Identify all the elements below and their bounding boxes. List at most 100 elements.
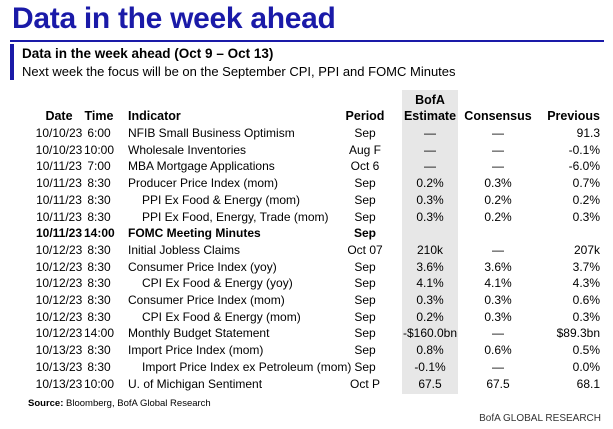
cell-bofa-estimate: -0.1% xyxy=(414,359,446,374)
cell-consensus: — xyxy=(492,159,504,174)
cell-indicator: Wholesale Inventories xyxy=(128,142,247,157)
cell-previous: 207k xyxy=(573,242,600,257)
cell-date: 10/13/23 xyxy=(35,343,83,358)
cell-previous: 0.7% xyxy=(572,176,600,191)
cell-indicator: Import Price Index (mom) xyxy=(128,343,264,358)
header-time: Time xyxy=(84,109,114,123)
cell-consensus: — xyxy=(492,326,504,341)
header-consensus: Consensus xyxy=(464,109,532,123)
cell-consensus: — xyxy=(492,242,504,257)
cell-time: 10:00 xyxy=(84,376,115,391)
cell-previous: 0.5% xyxy=(572,343,600,358)
cell-consensus: 0.3% xyxy=(484,309,512,324)
cell-indicator: Monthly Budget Statement xyxy=(128,326,270,341)
source-text: Bloomberg, BofA Global Research xyxy=(63,398,211,409)
cell-bofa-estimate: 0.3% xyxy=(416,192,444,207)
cell-date: 10/13/23 xyxy=(35,359,83,374)
cell-period: Sep xyxy=(354,343,376,358)
cell-previous: -6.0% xyxy=(568,159,600,174)
cell-indicator: MBA Mortgage Applications xyxy=(128,159,275,174)
bofa-estimate-column-shading xyxy=(402,90,458,394)
cell-time: 8:30 xyxy=(87,209,111,224)
cell-period: Sep xyxy=(354,209,376,224)
cell-date: 10/12/23 xyxy=(35,276,83,291)
cell-time: 8:30 xyxy=(87,242,111,257)
cell-consensus: 0.2% xyxy=(484,192,512,207)
cell-period: Sep xyxy=(354,259,376,274)
cell-time: 8:30 xyxy=(87,192,111,207)
cell-date: 10/11/23 xyxy=(35,226,83,241)
cell-time: 8:30 xyxy=(87,259,111,274)
cell-period: Sep xyxy=(354,293,376,307)
cell-period: Oct 6 xyxy=(350,159,380,174)
cell-period: Sep xyxy=(354,309,376,324)
cell-indicator: Consumer Price Index (yoy) xyxy=(128,259,277,274)
cell-indicator: NFIB Small Business Optimism xyxy=(128,126,295,140)
cell-indicator: PPI Ex Food, Energy, Trade (mom) xyxy=(142,209,329,224)
cell-time: 8:30 xyxy=(87,309,111,324)
source-note: Source: Bloomberg, BofA Global Research xyxy=(28,398,211,409)
cell-period: Sep xyxy=(354,192,376,207)
source-label: Source: xyxy=(28,398,64,409)
cell-previous: 0.3% xyxy=(572,309,600,324)
cell-time: 7:00 xyxy=(87,159,111,174)
cell-period: Sep xyxy=(354,176,376,191)
cell-date: 10/13/23 xyxy=(35,376,83,391)
table-description: Next week the focus will be on the Septe… xyxy=(22,64,456,79)
cell-indicator: Producer Price Index (mom) xyxy=(128,176,279,191)
cell-consensus: — xyxy=(492,359,504,374)
cell-consensus: 0.6% xyxy=(484,343,512,358)
header-bofa: BofA xyxy=(415,93,445,107)
cell-bofa-estimate: 0.8% xyxy=(416,343,444,358)
header-period: Period xyxy=(345,109,385,123)
cell-period: Sep xyxy=(354,359,376,374)
cell-time: 8:30 xyxy=(87,276,111,291)
cell-consensus: 0.3% xyxy=(484,293,512,307)
cell-consensus: 0.2% xyxy=(484,209,512,224)
cell-date: 10/10/23 xyxy=(35,126,83,140)
cell-time: 10:00 xyxy=(84,142,115,157)
cell-previous: $89.3bn xyxy=(556,326,600,341)
cell-consensus: 4.1% xyxy=(484,276,512,291)
cell-period: Aug F xyxy=(348,142,381,157)
cell-date: 10/12/23 xyxy=(35,259,83,274)
cell-indicator: Consumer Price Index (mom) xyxy=(128,293,285,307)
cell-date: 10/10/23 xyxy=(35,142,83,157)
cell-time: 14:00 xyxy=(84,326,115,341)
header-estimate: Estimate xyxy=(403,109,457,123)
cell-previous: 0.3% xyxy=(572,209,600,224)
cell-indicator: CPI Ex Food & Energy (mom) xyxy=(142,309,301,324)
cell-bofa-estimate: 210k xyxy=(416,242,444,257)
header-previous: Previous xyxy=(547,109,600,123)
header-date: Date xyxy=(45,109,73,123)
cell-previous: 0.2% xyxy=(572,192,600,207)
cell-previous: 4.3% xyxy=(572,276,600,291)
cell-period: Oct P xyxy=(349,376,380,391)
cell-date: 10/11/23 xyxy=(36,159,82,174)
cell-bofa-estimate: 0.2% xyxy=(416,309,444,324)
cell-previous: 68.1 xyxy=(576,376,600,391)
cell-time: 8:30 xyxy=(87,176,111,191)
cell-bofa-estimate: 4.1% xyxy=(416,276,444,291)
cell-consensus: — xyxy=(492,142,504,157)
cell-previous: 91.3 xyxy=(576,126,600,140)
cell-bofa-estimate: 3.6% xyxy=(416,259,444,274)
cell-consensus: 67.5 xyxy=(486,376,510,391)
cell-indicator: U. of Michigan Sentiment xyxy=(128,376,263,391)
cell-consensus: — xyxy=(492,126,504,140)
cell-date: 10/12/23 xyxy=(35,242,83,257)
cell-bofa-estimate: — xyxy=(424,142,436,157)
title-divider xyxy=(10,40,604,42)
cell-time: 14:00 xyxy=(84,226,115,241)
research-credit: BofA GLOBAL RESEARCH xyxy=(479,413,601,424)
cell-date: 10/11/23 xyxy=(36,209,82,224)
cell-time: 8:30 xyxy=(87,343,111,358)
cell-consensus: 0.3% xyxy=(484,176,512,191)
cell-bofa-estimate: — xyxy=(424,126,436,140)
subtitle-accent-bar xyxy=(10,44,14,80)
cell-time: 6:00 xyxy=(87,126,111,140)
cell-bofa-estimate: 67.5 xyxy=(418,376,442,391)
cell-period: Sep xyxy=(354,276,376,291)
cell-bofa-estimate: — xyxy=(424,159,436,174)
table-subtitle: Data in the week ahead (Oct 9 – Oct 13) xyxy=(22,46,274,61)
